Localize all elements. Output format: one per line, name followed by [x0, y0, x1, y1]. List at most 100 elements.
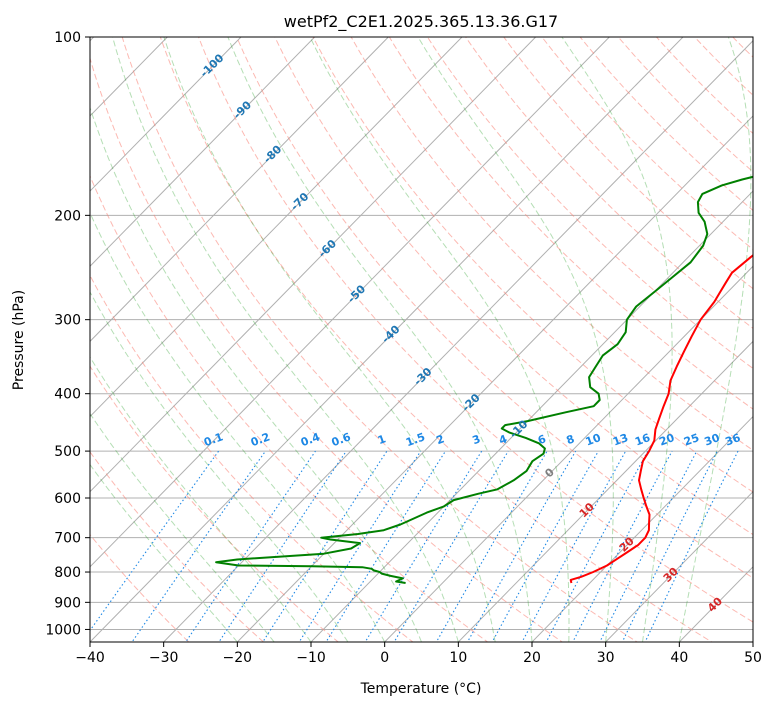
y-tick-label: 800	[54, 565, 81, 581]
x-tick-label: 40	[670, 650, 688, 666]
moist-adiabat-line	[163, 37, 496, 642]
mixing-ratio-line	[90, 450, 220, 632]
isotherm-line	[162, 40, 753, 642]
mixing-ratio-label: 4	[497, 432, 509, 447]
dry-adiabat-line	[579, 37, 753, 212]
mixing-ratio-label: 0.2	[249, 430, 272, 449]
isotherm-line	[236, 115, 753, 642]
moist-adiabat-line	[90, 211, 386, 642]
isotherm-line	[90, 37, 611, 568]
dry-adiabat-line	[312, 37, 753, 493]
mixing-ratio-line	[218, 450, 347, 642]
dry-adiabat-line	[274, 37, 753, 536]
x-tick-label: 20	[523, 650, 541, 666]
mixing-ratio-label: 0.4	[299, 430, 322, 449]
moist-adiabat-line	[112, 37, 459, 642]
x-tick-label: 50	[744, 650, 762, 666]
mixing-ratio-label: 10	[584, 431, 603, 449]
dry-adiabat-line	[90, 274, 414, 642]
axes: −40 −30 −20 −10 0 10 20 30 40 5010020030040050060…	[45, 30, 762, 666]
y-tick-label: 100	[54, 30, 81, 46]
chart-title: wetPf2_C2E1.2025.365.13.36.G17	[284, 12, 558, 32]
mixing-ratio-line	[262, 450, 388, 642]
dry-adiabat-line	[90, 56, 564, 642]
x-tick-label: −30	[149, 650, 179, 666]
mixing-ratio-label: 30	[703, 431, 722, 449]
dry-adiabat-line	[236, 37, 753, 579]
mixing-ratio-line	[185, 450, 316, 642]
isotherm-line	[604, 490, 753, 642]
isotherm-line	[90, 37, 684, 642]
x-tick-label: −10	[296, 650, 326, 666]
dry-adiabat-line	[121, 37, 638, 642]
x-tick-label: 0	[380, 650, 389, 666]
isotherm-line	[310, 190, 753, 642]
y-tick-label: 600	[54, 491, 81, 507]
series-layer	[215, 175, 753, 584]
mixing-ratio-label: 20	[657, 431, 676, 449]
dry-adiabat-line	[350, 37, 753, 451]
x-tick-label: 10	[449, 650, 467, 666]
mixing-ratio-line	[393, 450, 509, 642]
isotherm-line	[457, 340, 753, 642]
mixing-ratio-label: 36	[723, 431, 742, 449]
isotherm-line	[90, 37, 537, 493]
mixing-ratio-label: 16	[633, 431, 652, 449]
mixing-ratio-line	[491, 450, 599, 642]
plot-frame	[89, 36, 754, 643]
dry-adiabat-line	[90, 174, 489, 642]
dry-adiabat-line	[388, 37, 753, 410]
isotherm-line	[383, 265, 753, 642]
mixing-ratio-label: 1.5	[404, 430, 427, 449]
mixing-ratio-label: 2	[434, 432, 446, 447]
dry-adiabat-line	[503, 37, 753, 290]
moist-adiabat-line	[309, 37, 570, 642]
y-tick-label: 400	[54, 387, 81, 403]
moist-adiabat-line	[417, 37, 614, 642]
y-tick-label: 500	[54, 444, 81, 460]
y-axis-label: Pressure (hPa)	[11, 290, 27, 390]
y-tick-label: 1000	[45, 622, 81, 638]
moist-adiabat-line	[678, 37, 752, 642]
y-tick-label: 700	[54, 531, 81, 547]
moist-adiabat-line	[90, 356, 312, 642]
moist-adiabat-line	[90, 412, 275, 642]
x-axis-label: Temperature (°C)	[360, 681, 482, 697]
background-lines	[90, 37, 753, 642]
isotherm-line	[90, 37, 242, 192]
mixing-ratio-line	[298, 450, 422, 642]
mixing-ratio-line	[131, 450, 266, 642]
dewpoint-profile-line	[215, 175, 753, 584]
mixing-ratio-line	[644, 450, 739, 642]
dry-adiabat-line	[90, 533, 190, 642]
dry-adiabat-line	[90, 365, 339, 642]
dry-adiabat-line	[426, 37, 753, 370]
mixing-ratio-label: 0.1	[202, 430, 225, 449]
mixing-ratio-label: 25	[682, 431, 701, 448]
temperature-profile-line	[569, 254, 753, 584]
mixing-ratio-line	[621, 450, 718, 642]
y-tick-label: 200	[54, 208, 81, 224]
mixing-ratio-label: 13	[611, 431, 630, 448]
moist-adiabat-line	[90, 463, 238, 642]
mixing-ratio-label: 1	[376, 432, 388, 447]
mixing-ratio-label: 0.6	[330, 430, 353, 449]
mixing-ratio-line	[466, 450, 577, 642]
mixing-ratio-line	[599, 450, 698, 642]
x-tick-label: −40	[75, 650, 105, 666]
dry-adiabat-line	[541, 37, 753, 251]
dry-adiabat-line	[159, 37, 713, 642]
mixing-ratio-label: 6	[536, 432, 548, 447]
mixing-ratio-label: 3	[471, 432, 483, 447]
dry-adiabat-line	[465, 37, 753, 329]
x-tick-label: −20	[223, 650, 253, 666]
mixing-ratio-line	[435, 450, 548, 642]
isotherm-line	[531, 415, 753, 642]
dry-adiabat-line	[655, 37, 753, 135]
moist-adiabat-line	[90, 106, 422, 642]
isotherm-line	[90, 37, 316, 267]
y-tick-label: 300	[54, 313, 81, 329]
y-tick-label: 900	[54, 595, 81, 611]
x-tick-label: 30	[597, 650, 615, 666]
